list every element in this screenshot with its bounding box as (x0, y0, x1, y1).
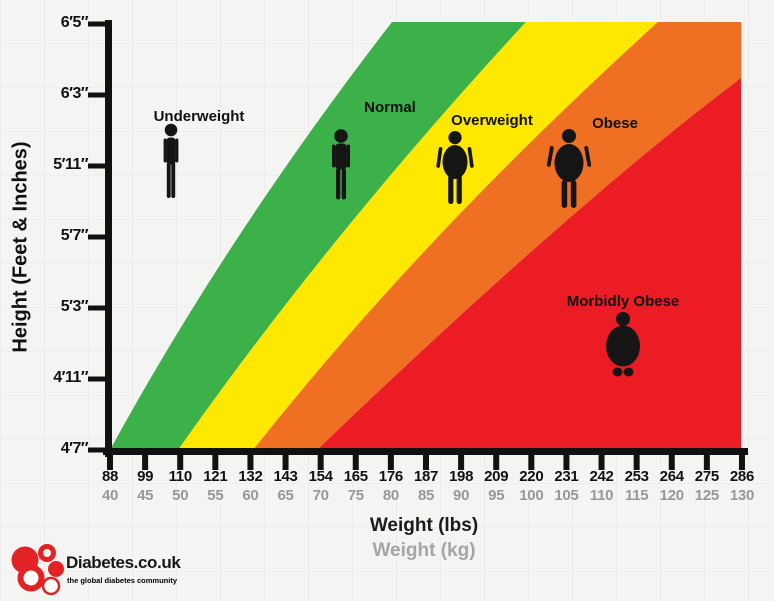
y-tick-label-height: 5′7″ (60, 227, 89, 244)
logo-title: Diabetes.co.uk (66, 553, 181, 572)
x-tick-label-lbs: 121 (203, 468, 228, 485)
morbidly-obese-person-icon (599, 312, 647, 378)
x-tick-label-lbs: 253 (624, 468, 649, 485)
y-tick-label-height: 6′3″ (60, 85, 89, 102)
x-tick (107, 448, 113, 470)
x-tick-label-lbs: 143 (273, 468, 298, 485)
zone-normal-band (111, 22, 526, 448)
x-tick-label-kg: 105 (554, 487, 579, 504)
normal-person-icon (323, 129, 359, 200)
y-axis-ticks (88, 21, 107, 453)
x-tick (703, 448, 710, 470)
x-tick-label-kg: 75 (347, 487, 364, 504)
y-tick (88, 21, 107, 27)
y-axis-line (105, 20, 112, 457)
x-tick (422, 448, 429, 470)
y-tick-label-height: 6′5″ (60, 14, 89, 31)
x-tick-label-lbs: 242 (589, 468, 614, 485)
logo-tagline: the global diabetes community (67, 576, 178, 585)
x-tick (528, 448, 535, 470)
x-tick-label-kg: 85 (417, 487, 435, 504)
x-tick (598, 448, 605, 470)
x-tick (177, 448, 184, 470)
y-tick (88, 447, 107, 453)
y-tick-label-height: 4′7″ (60, 440, 89, 457)
x-tick-label-lbs: 275 (694, 468, 719, 485)
x-tick-label-kg: 55 (207, 487, 224, 504)
x-tick (633, 448, 640, 470)
x-tick-label-kg: 60 (242, 487, 259, 504)
x-tick-label-kg: 95 (488, 487, 505, 504)
x-tick-label-lbs: 198 (449, 468, 474, 485)
x-tick (563, 448, 570, 470)
underweight-person-icon (154, 123, 188, 198)
x-tick-label-lbs: 231 (554, 468, 579, 485)
zone-overweight-band (179, 22, 658, 448)
zone-label-overweight: Overweight (451, 112, 533, 129)
x-tick-label-lbs: 165 (343, 468, 368, 485)
zone-obese-band (254, 22, 741, 448)
x-tick (352, 448, 359, 470)
x-tick (738, 448, 745, 470)
x-tick-label-lbs: 99 (137, 468, 154, 485)
x-axis-ticks (107, 448, 745, 470)
y-tick (88, 305, 107, 311)
x-tick-label-kg: 65 (277, 487, 294, 504)
x-tick-label-lbs: 220 (519, 468, 544, 485)
zone-label-morbidly-obese: Morbidly Obese (566, 293, 680, 310)
x-tick-label-lbs: 286 (729, 468, 755, 485)
x-tick-label-lbs: 264 (659, 468, 684, 485)
y-tick (88, 92, 107, 98)
x-tick-label-lbs: 209 (484, 468, 509, 485)
x-tick (387, 448, 394, 470)
x-tick-label-kg: 115 (624, 487, 649, 504)
y-tick-label-height: 5′3″ (60, 298, 89, 315)
x-tick-label-kg: 45 (137, 487, 154, 504)
x-tick-label-lbs: 176 (378, 468, 403, 485)
x-tick-label-lbs: 110 (168, 468, 193, 485)
x-tick (212, 448, 219, 470)
zone-label-normal: Normal (364, 99, 416, 116)
y-tick-label-height: 5′11″ (53, 156, 88, 173)
x-tick (317, 448, 324, 470)
x-tick (493, 448, 500, 470)
x-tick (668, 448, 675, 470)
y-tick (88, 376, 107, 382)
x-tick-label-lbs: 187 (413, 468, 439, 485)
x-tick-label-kg: 40 (101, 487, 119, 504)
x-tick-label-kg: 90 (453, 487, 470, 504)
diabetes-logo: Diabetes.co.uk the global diabetes commu… (6, 541, 246, 597)
x-tick (247, 448, 254, 470)
zone-label-underweight: Underweight (153, 108, 245, 125)
x-tick-label-kg: 125 (694, 487, 719, 504)
zone-label-obese: Obese (592, 115, 638, 132)
diabetes-logo-mark (11, 544, 64, 596)
x-tick-label-lbs: 88 (101, 468, 119, 485)
x-tick-label-lbs: 132 (238, 468, 263, 485)
x-tick-label-kg: 120 (659, 487, 684, 504)
x-tick-label-kg: 70 (312, 487, 329, 504)
x-tick-label-lbs: 154 (308, 468, 333, 485)
x-tick (142, 448, 149, 470)
x-tick-label-kg: 130 (729, 487, 755, 504)
overweight-person-icon (433, 131, 477, 206)
x-tick (458, 448, 465, 470)
obese-person-icon (545, 129, 593, 210)
x-tick-label-kg: 110 (589, 487, 614, 504)
x-tick (282, 448, 289, 470)
y-tick (88, 234, 107, 240)
x-tick-label-kg: 50 (172, 487, 189, 504)
x-axis-title-kg: Weight (kg) (372, 540, 476, 561)
x-tick-label-kg: 100 (519, 487, 544, 504)
y-tick-label-height: 4′11″ (53, 369, 88, 386)
x-axis-title-lbs: Weight (lbs) (369, 515, 479, 536)
y-tick (88, 163, 107, 169)
x-tick-label-kg: 80 (382, 487, 399, 504)
